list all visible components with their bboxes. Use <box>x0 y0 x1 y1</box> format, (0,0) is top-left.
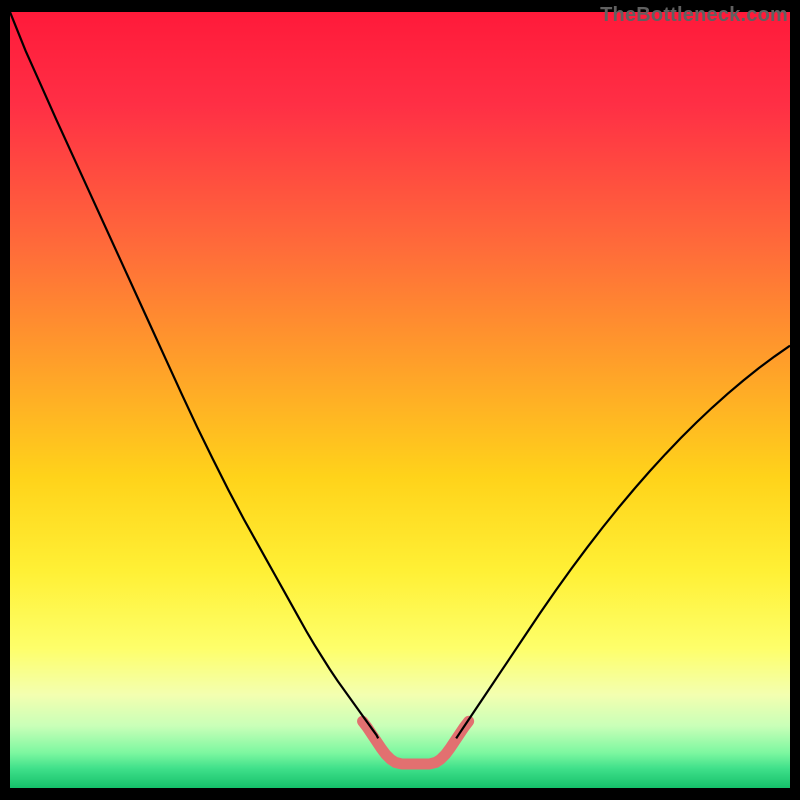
watermark-text: TheBottleneck.com <box>600 4 788 27</box>
outer-frame: TheBottleneck.com <box>0 0 800 800</box>
gradient-background <box>10 12 790 788</box>
chart-svg <box>10 12 790 788</box>
